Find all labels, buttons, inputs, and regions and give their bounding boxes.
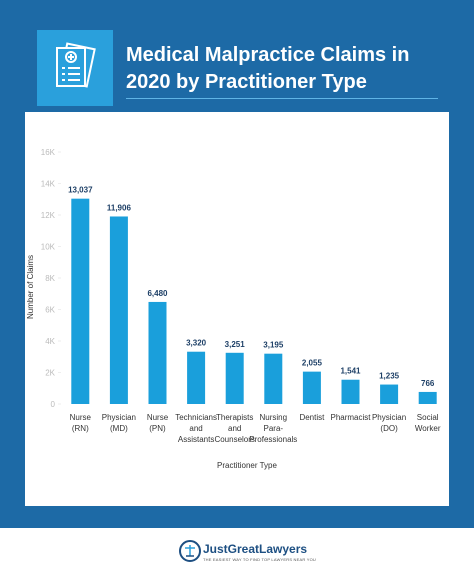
x-tick-label: Nurse (PN) bbox=[147, 413, 169, 433]
chart: Number of Claims Practitioner Type 0 2K 4K… bbox=[26, 148, 441, 470]
y-tick-label: 0 bbox=[51, 400, 56, 409]
bar bbox=[109, 216, 128, 404]
x-tick-label: Nurse (RN) bbox=[70, 413, 92, 433]
value-label: 13,037 bbox=[68, 186, 93, 195]
value-label: 3,320 bbox=[186, 339, 207, 348]
bar bbox=[341, 379, 360, 404]
y-tick-label: 6K bbox=[45, 306, 55, 315]
x-tick-label: Dentist bbox=[299, 413, 325, 422]
bar bbox=[418, 391, 437, 404]
x-tick-label: Social Worker bbox=[415, 413, 441, 433]
logo-icon bbox=[179, 540, 201, 562]
chart-title: Medical Malpractice Claims in 2020 by Pr… bbox=[126, 44, 410, 93]
icon-box bbox=[37, 30, 113, 106]
value-label: 3,195 bbox=[263, 341, 284, 350]
bar bbox=[302, 371, 321, 404]
x-tick-label: Pharmacist bbox=[330, 413, 371, 422]
value-label: 6,480 bbox=[147, 289, 168, 298]
bar bbox=[148, 301, 167, 404]
y-tick-label: 12K bbox=[41, 211, 56, 220]
x-axis-label: Practitioner Type bbox=[217, 461, 277, 470]
chart-panel: Number of Claims Practitioner Type 0 2K 4K… bbox=[25, 112, 449, 506]
y-tick-label: 14K bbox=[41, 180, 56, 189]
x-tick-label: Technicians and Assistants bbox=[175, 413, 217, 444]
footer bbox=[0, 528, 474, 573]
value-label: 11,906 bbox=[107, 203, 132, 212]
y-axis-label: Number of Claims bbox=[26, 255, 35, 319]
x-tick-label: Therapists and Counselors bbox=[214, 413, 254, 444]
bar bbox=[71, 198, 90, 404]
value-label: 766 bbox=[421, 379, 435, 388]
tagline: THE EASIEST WAY TO FIND TOP LAWYERS NEAR… bbox=[203, 557, 316, 562]
x-tick-label: Physician (DO) bbox=[372, 413, 406, 433]
document-icon bbox=[56, 42, 96, 88]
brand: JustGreatLawyers bbox=[203, 542, 308, 556]
bar bbox=[380, 384, 399, 404]
title-rule bbox=[126, 98, 438, 99]
bar bbox=[264, 353, 283, 404]
x-tick-label: Nursing Para-Professionals bbox=[249, 413, 297, 444]
value-label: 3,251 bbox=[225, 340, 246, 349]
bar bbox=[225, 352, 244, 404]
value-label: 2,055 bbox=[302, 359, 323, 368]
y-tick-label: 2K bbox=[45, 369, 55, 378]
y-tick-label: 4K bbox=[45, 337, 55, 346]
y-tick-label: 8K bbox=[45, 274, 55, 283]
y-tick-label: 16K bbox=[41, 148, 56, 157]
value-label: 1,541 bbox=[340, 367, 361, 376]
bar bbox=[187, 351, 206, 404]
y-tick-label: 10K bbox=[41, 243, 56, 252]
value-label: 1,235 bbox=[379, 372, 400, 381]
x-tick-label: Physician (MD) bbox=[102, 413, 136, 433]
